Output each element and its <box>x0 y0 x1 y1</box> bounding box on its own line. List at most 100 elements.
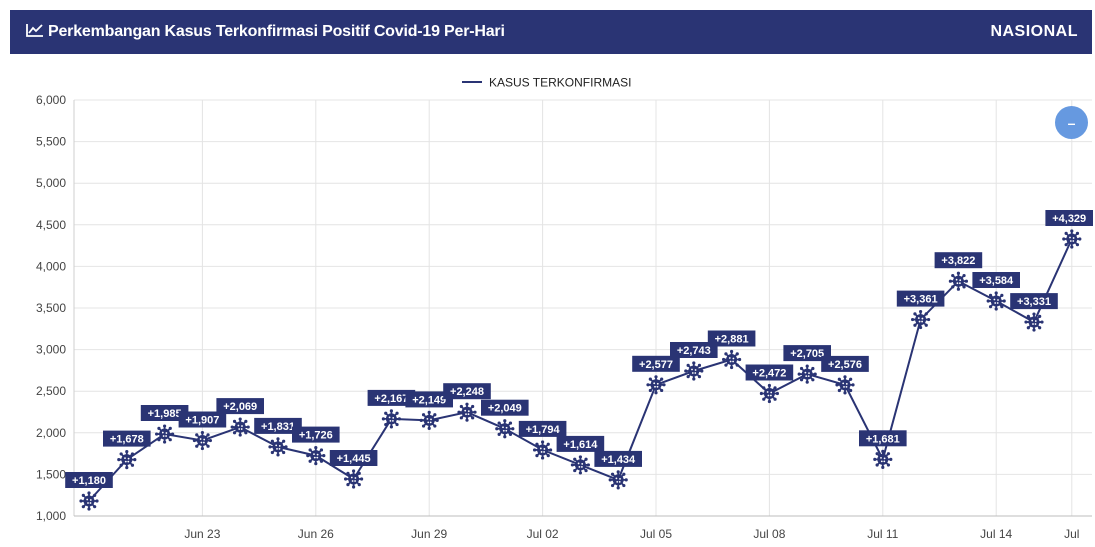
virus-marker[interactable] <box>873 449 893 469</box>
data-label-box <box>254 417 302 434</box>
virus-marker[interactable] <box>381 409 401 429</box>
x-tick-label: Jul <box>1064 527 1079 541</box>
data-label: +4,329 <box>1052 213 1086 225</box>
scope-label: NASIONAL <box>990 23 1078 40</box>
virus-marker[interactable] <box>306 446 326 466</box>
virus-marker[interactable] <box>1024 312 1044 332</box>
zoom-reset-button[interactable]: – <box>1055 106 1088 139</box>
data-label: +2,577 <box>639 359 673 371</box>
virus-marker[interactable] <box>117 449 137 470</box>
virus-marker[interactable] <box>344 469 364 489</box>
data-label: +2,705 <box>790 348 824 360</box>
virus-marker[interactable] <box>495 419 515 439</box>
x-tick-label: Jun 23 <box>184 527 220 541</box>
y-tick-label: 4,000 <box>36 259 66 273</box>
data-label-box <box>972 272 1020 288</box>
virus-marker[interactable] <box>797 364 817 384</box>
y-tick-label: 3,500 <box>36 301 66 315</box>
line-chart-icon <box>26 23 44 42</box>
virus-marker[interactable] <box>608 470 628 490</box>
data-label: +2,069 <box>223 401 257 413</box>
virus-marker[interactable] <box>230 417 250 437</box>
virus-marker[interactable] <box>79 491 99 511</box>
virus-marker[interactable] <box>533 440 553 460</box>
data-label: +1,985 <box>148 408 182 420</box>
virus-marker[interactable] <box>419 410 439 430</box>
y-tick-label: 3,000 <box>36 343 66 357</box>
data-label-box <box>405 391 453 408</box>
data-label-box <box>103 430 151 447</box>
data-label-box <box>859 430 907 447</box>
data-label: +3,822 <box>941 255 975 267</box>
virus-marker[interactable] <box>722 349 742 370</box>
virus-marker[interactable] <box>570 455 591 475</box>
data-label: +1,726 <box>299 430 333 442</box>
data-label-box <box>745 364 794 381</box>
virus-marker[interactable] <box>986 291 1006 311</box>
y-tick-label: 5,500 <box>36 135 66 149</box>
virus-marker[interactable] <box>759 383 780 404</box>
virus-marker[interactable] <box>948 271 969 291</box>
data-label: +1,614 <box>563 439 598 451</box>
data-label-box <box>821 355 869 372</box>
y-tick-label: 2,500 <box>36 384 66 398</box>
y-tick-label: 1,000 <box>36 509 66 523</box>
data-label-box <box>178 411 227 428</box>
data-label-box <box>518 420 567 437</box>
data-label-box <box>292 426 340 443</box>
y-tick-label: 5,000 <box>36 176 66 190</box>
data-label: +3,331 <box>1017 296 1051 308</box>
data-label-box <box>594 450 642 467</box>
x-tick-label: Jul 05 <box>640 527 672 541</box>
data-label: +2,149 <box>412 394 446 406</box>
data-label-box <box>783 345 831 362</box>
x-tick-label: Jul 14 <box>980 527 1012 541</box>
virus-marker[interactable] <box>646 375 666 395</box>
data-label-box <box>140 405 189 421</box>
virus-marker[interactable] <box>155 424 175 444</box>
data-label: +1,907 <box>185 415 219 427</box>
y-tick-label: 4,500 <box>36 218 66 232</box>
x-tick-label: Jul 11 <box>867 527 898 541</box>
data-label-box <box>481 399 529 416</box>
x-tick-label: Jul 08 <box>753 527 785 541</box>
virus-marker[interactable] <box>684 361 704 381</box>
data-label-box <box>329 450 378 466</box>
data-label-box <box>1045 210 1093 226</box>
data-label-box <box>216 398 264 415</box>
virus-marker[interactable] <box>1062 229 1082 249</box>
minus-icon: – <box>1067 114 1076 131</box>
chart-area: 1,000 1,500 2,000 2,500 3,000 3,500 4,000 4,500… <box>36 76 1093 541</box>
virus-marker[interactable] <box>835 375 855 395</box>
chart-title: Perkembangan Kasus Terkonfirmasi Positif… <box>48 23 505 40</box>
data-label: +1,434 <box>601 454 636 466</box>
data-label: +2,881 <box>715 334 749 346</box>
data-label-box <box>1010 293 1058 310</box>
data-label: +1,681 <box>866 433 900 445</box>
virus-marker[interactable] <box>192 430 212 451</box>
data-label: +2,167 <box>374 393 408 405</box>
y-tick-label: 1,500 <box>36 467 66 481</box>
header-title-group: Perkembangan Kasus Terkonfirmasi Positif… <box>26 23 505 42</box>
data-label-box <box>443 383 491 400</box>
data-label-box <box>556 435 605 452</box>
virus-marker[interactable] <box>457 402 477 422</box>
data-label-box <box>670 342 718 358</box>
data-label: +1,445 <box>337 453 371 465</box>
data-label-box <box>896 290 945 307</box>
data-label: +2,743 <box>677 345 711 357</box>
data-label: +2,049 <box>488 403 522 415</box>
virus-marker[interactable] <box>911 309 931 330</box>
data-label: +1,180 <box>72 475 106 487</box>
y-tick-label: 2,000 <box>36 426 66 440</box>
chart-header: Perkembangan Kasus Terkonfirmasi Positif… <box>10 10 1092 54</box>
data-label: +3,584 <box>979 275 1014 287</box>
data-label: +1,678 <box>110 434 144 446</box>
data-label: +1,831 <box>261 421 295 433</box>
y-tick-label: 6,000 <box>36 93 66 107</box>
virus-marker[interactable] <box>268 437 288 457</box>
x-tick-label: Jun 29 <box>411 527 447 541</box>
data-label: +2,576 <box>828 359 862 371</box>
data-label-box <box>707 330 756 347</box>
data-label-box <box>934 252 983 269</box>
